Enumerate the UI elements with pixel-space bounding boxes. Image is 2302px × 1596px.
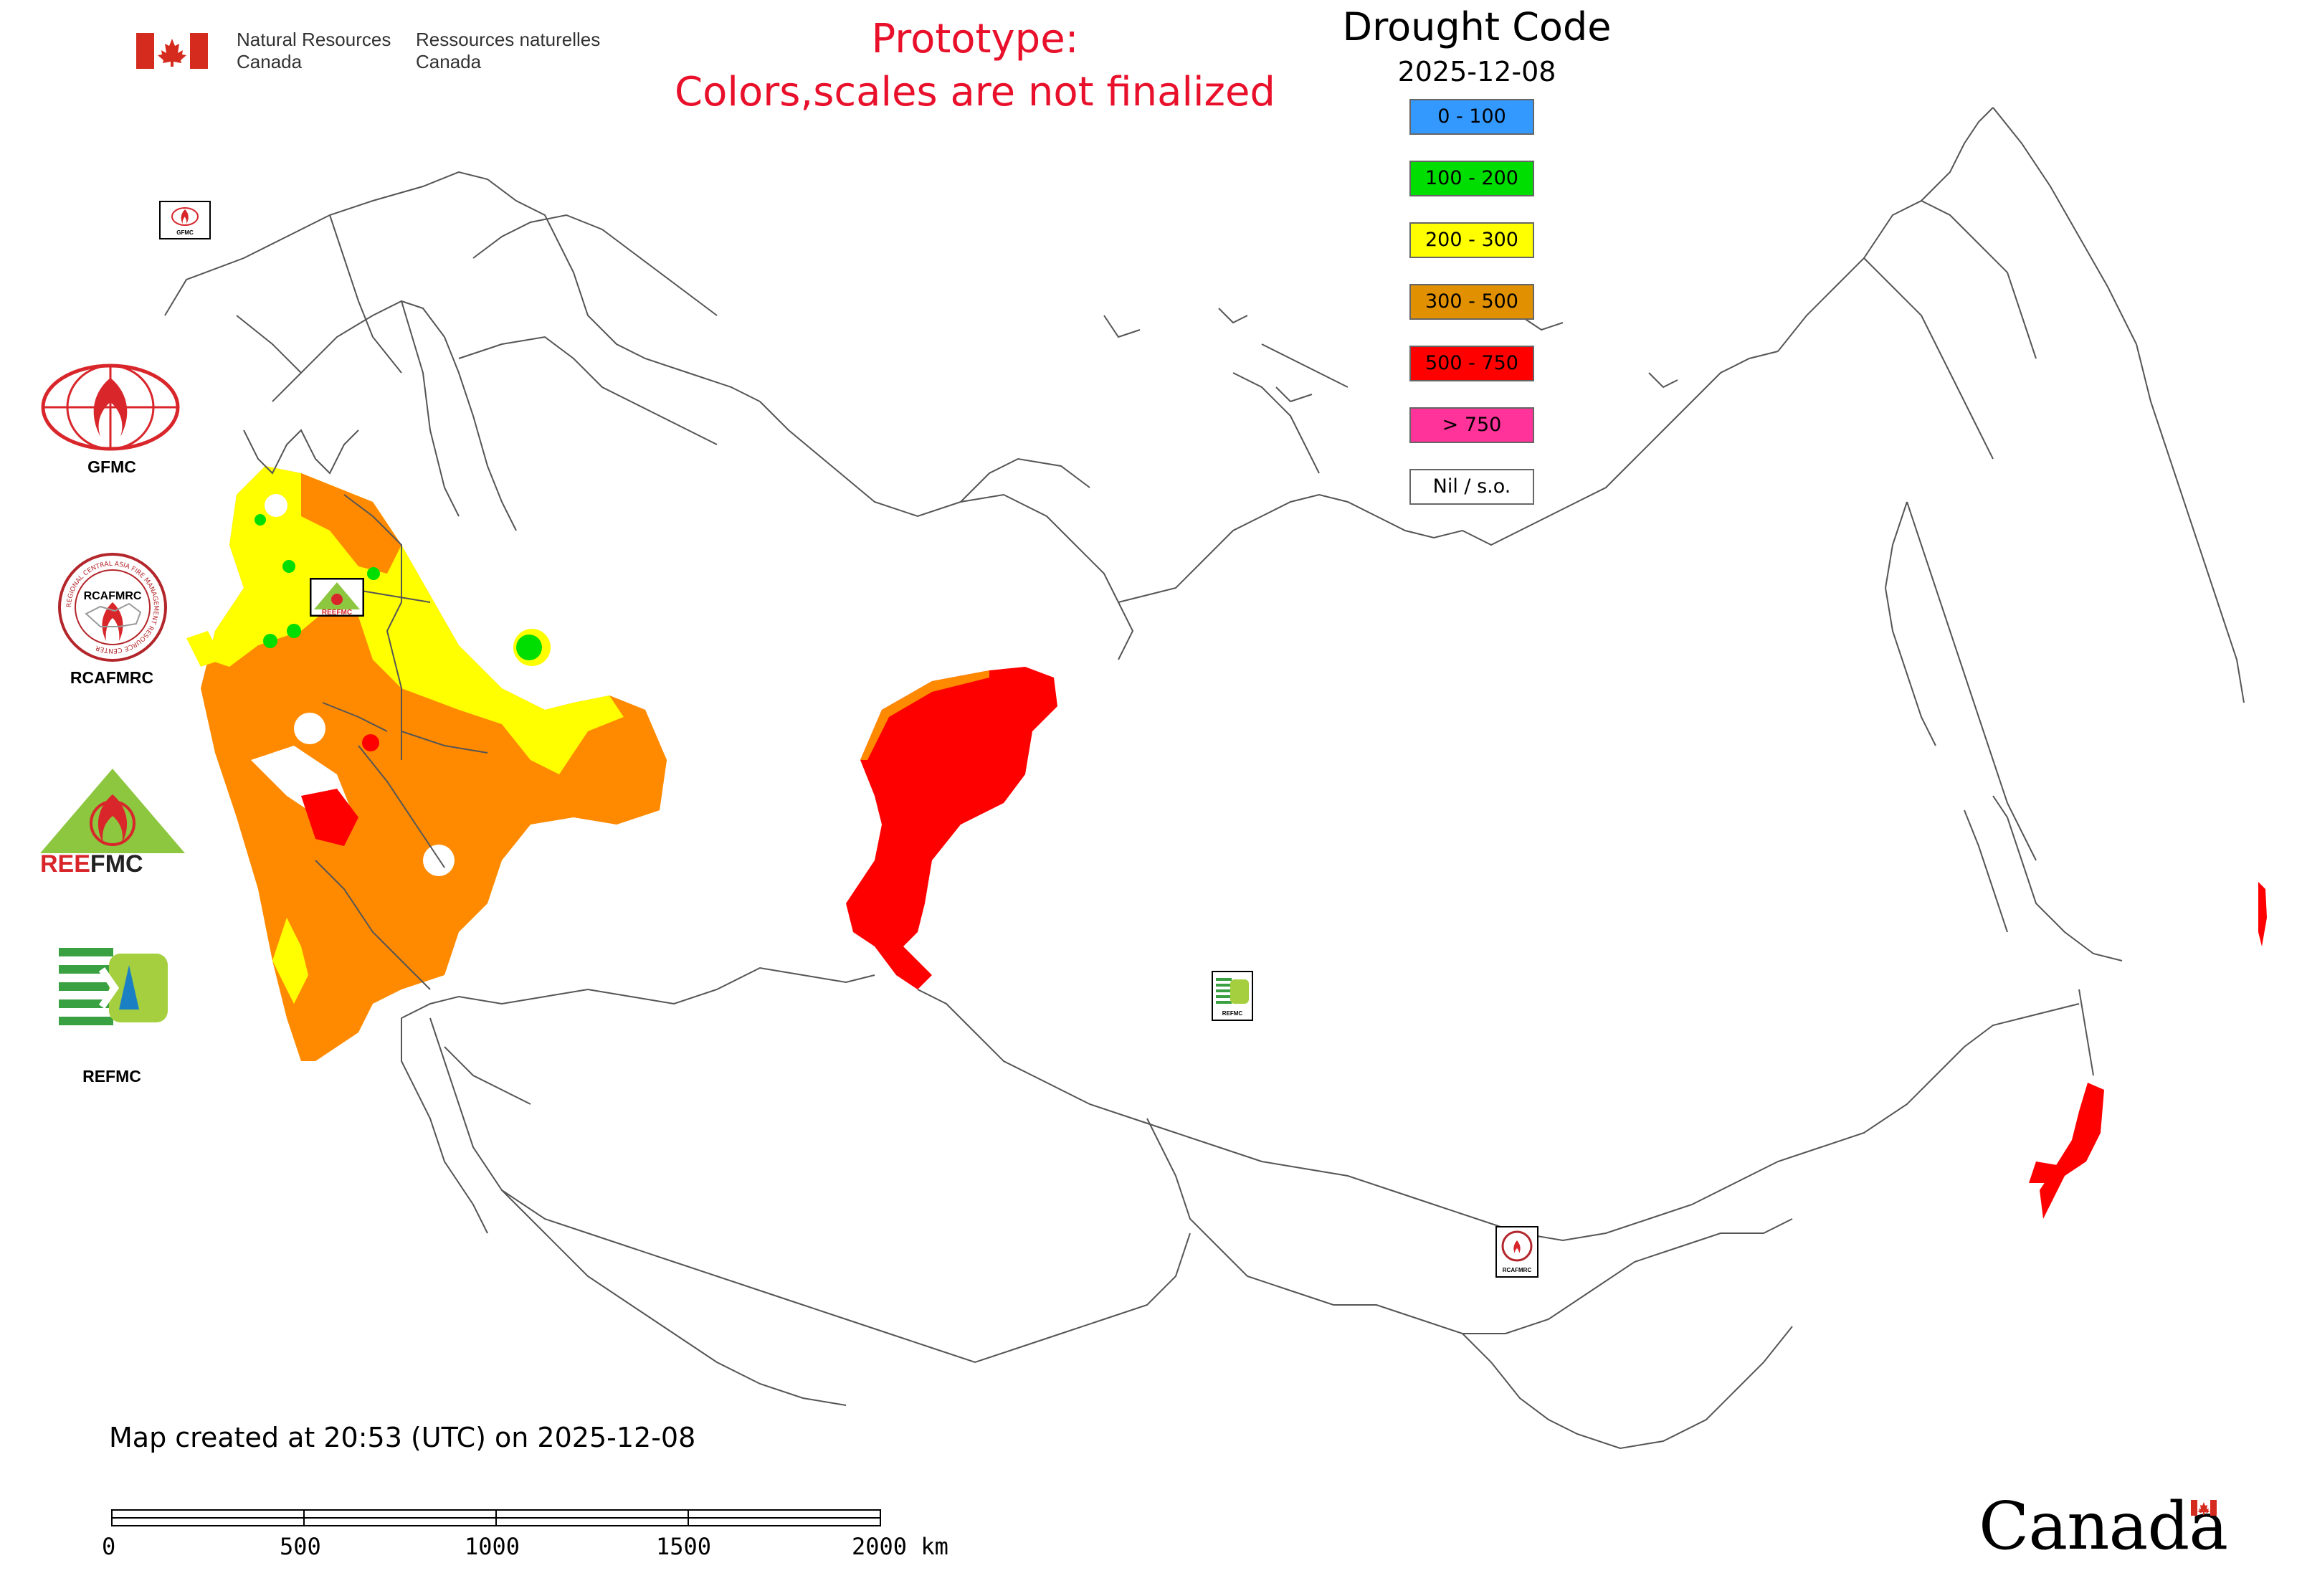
gfmc-label: GFMC [87,457,136,476]
rcafmrc-logo-icon: REGIONAL CENTRAL ASIA FIRE MANAGEMENT RE… [58,553,167,662]
boundaries [164,107,2245,1450]
refmc-map-marker-label: REFMC [1222,1010,1243,1017]
rcafmrc-label: RCAFMRC [70,668,154,687]
legend-class-5: > 750 [1409,407,1534,443]
legend-class-4: 500 - 750 [1409,346,1534,381]
svg-text:REEFMC: REEFMC [40,850,143,873]
scale-bar [111,1509,881,1526]
reefmc-map-marker-icon[interactable]: REEFMC [310,578,364,617]
gfmc-logo-icon [41,364,180,451]
drought-area-west [186,466,667,1061]
prototype-notice: Prototype: Colors,scales are not finaliz… [609,13,1341,119]
rcafmrc-map-marker-icon[interactable]: RCAFMRC [1495,1226,1538,1278]
scale-tick-1500: 1500 [656,1533,712,1560]
legend-class-1: 100 - 200 [1409,161,1534,196]
reefmc-word-red: REE [40,850,90,873]
canada-wordmark: Canada [1979,1488,2228,1564]
reefmc-logo-icon: REEFMC [40,769,185,873]
reefmc-word-dark: FMC [90,850,143,873]
rcafmrc-inner-label: RCAFMRC [84,590,142,602]
prototype-line-2: Colors,scales are not finalized [675,69,1275,115]
legend-class-3: 300 - 500 [1409,284,1534,320]
scale-tick-2000: 2000 km [852,1533,948,1560]
legend-class-2: 200 - 300 [1409,222,1534,258]
refmc-logo-icon [59,944,171,1032]
gfmc-map-marker-label: GFMC [176,229,194,236]
reefmc-map-marker-label: REEFMC [322,609,352,617]
gfmc-map-marker-icon[interactable]: GFMC [159,201,211,239]
legend-class-6: Nil / s.o. [1409,469,1534,505]
drought-area-central [846,667,1057,989]
map-created-timestamp: Map created at 20:53 (UTC) on 2025-12-08 [109,1422,696,1453]
scale-tick-500: 500 [280,1533,321,1560]
legend-date: 2025-12-08 [1397,56,1556,87]
canada-flag-icon [136,33,208,69]
prototype-line-1: Prototype: [871,16,1079,62]
scale-tick-0: 0 [102,1533,116,1560]
refmc-label: REFMC [82,1067,141,1086]
legend-class-0: 0 - 100 [1409,99,1534,135]
rcafmrc-map-marker-label: RCAFMRC [1503,1267,1532,1273]
nrcan-name-en: Natural Resources Canada [237,29,391,72]
legend-title: Drought Code [1342,4,1612,49]
nrcan-name-fr: Ressources naturelles Canada [416,29,601,72]
canada-wordmark-flag-icon [2191,1500,2217,1516]
scale-tick-1000: 1000 [465,1533,520,1560]
drought-area-east [2029,882,2267,1219]
refmc-map-marker-icon[interactable]: REFMC [1212,971,1253,1021]
